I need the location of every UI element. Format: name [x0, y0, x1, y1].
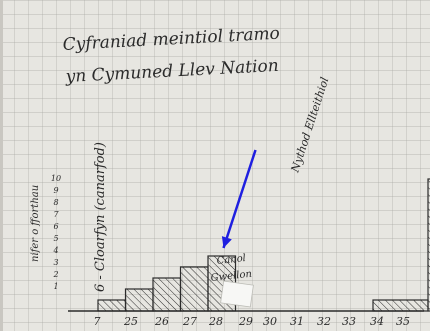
y-tick-labels: 1 2 3 4 5 6 7 8 9 10 — [51, 174, 61, 291]
y-tick-label: 2 — [52, 270, 58, 279]
histogram-bar — [124, 288, 154, 312]
y-axis-label: nifer o fforthau — [30, 185, 41, 262]
y-tick-label: 9 — [53, 186, 58, 195]
annotation-vertical: 6 - Cloarfyn (canarfod) — [93, 142, 108, 292]
x-tick-label: 30 — [263, 315, 277, 328]
arrow-head — [221, 236, 232, 248]
histogram-bar — [179, 266, 209, 312]
y-tick-label: 6 — [53, 222, 58, 231]
x-tick-label: 26 — [154, 315, 169, 328]
arrows — [221, 149, 257, 249]
x-tick-label: 34 — [370, 315, 384, 328]
x-tick-label: 29 — [238, 315, 253, 328]
y-tick-label: 10 — [51, 174, 61, 183]
x-tick-labels: 7 25 26 27 28 29 30 31 32 33 34 35 — [94, 315, 411, 328]
x-tick-label: 31 — [290, 315, 304, 328]
y-tick-label: 5 — [53, 234, 58, 243]
paper-edge-left — [0, 0, 3, 331]
y-tick-label: 7 — [53, 210, 59, 219]
y-tick-label: 4 — [52, 246, 58, 255]
x-tick-label: 25 — [123, 315, 138, 328]
x-tick-label: 32 — [317, 315, 331, 328]
y-tick-label: 3 — [53, 258, 58, 267]
x-tick-label: 33 — [342, 315, 356, 328]
x-tick-label: 35 — [396, 315, 410, 328]
x-tick-label: 28 — [208, 315, 223, 328]
arrow-shaft — [222, 149, 257, 249]
annotation-middle-line1: Canol — [216, 253, 246, 267]
y-tick-label: 8 — [53, 198, 58, 207]
histogram-bar — [97, 299, 127, 312]
histogram-bar — [152, 277, 182, 312]
histogram-bar — [427, 178, 430, 312]
white-sticker — [220, 280, 254, 308]
y-tick-label: 1 — [53, 282, 58, 291]
annotation-middle-line2: Gwellon — [210, 269, 252, 284]
x-tick-label: 7 — [94, 315, 101, 328]
histogram-bar — [372, 299, 429, 312]
x-tick-label: 27 — [182, 315, 197, 328]
